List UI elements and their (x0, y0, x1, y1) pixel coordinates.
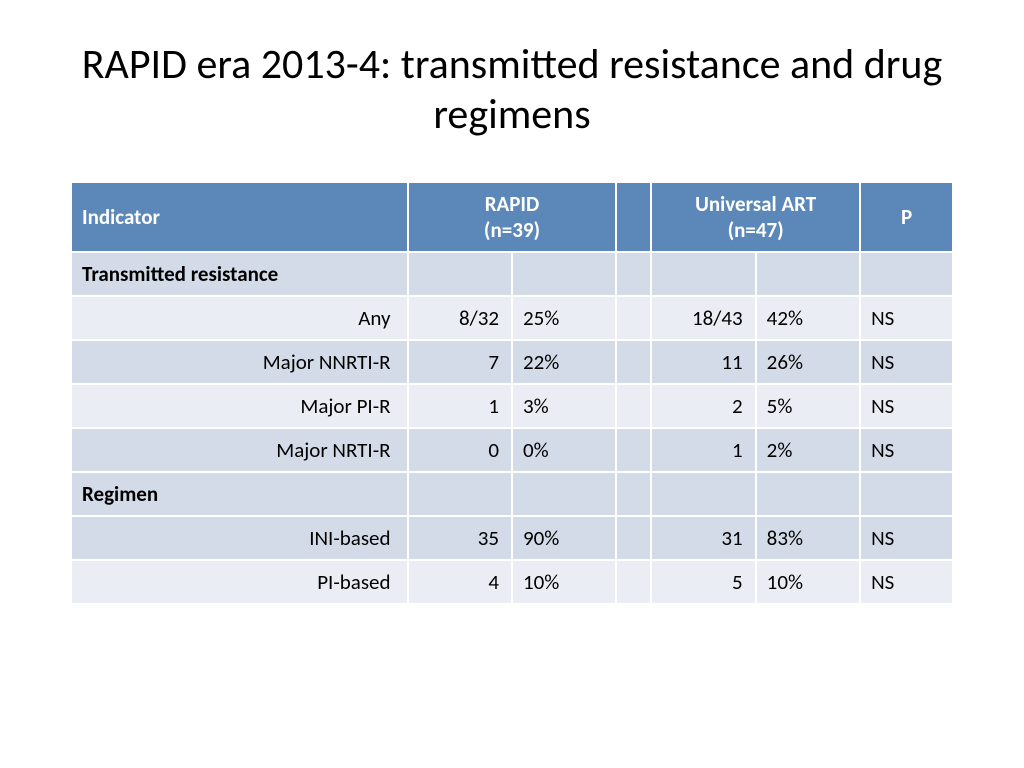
cell-uart-n: 18/43 (651, 296, 755, 340)
header-gap (616, 182, 651, 252)
slide-title: RAPID era 2013-4: transmitted resistance… (70, 40, 954, 141)
empty-cell (512, 472, 616, 516)
cell-uart-n: 31 (651, 516, 755, 560)
empty-cell (756, 472, 860, 516)
empty-cell (756, 252, 860, 296)
cell-indicator: INI-based (71, 516, 408, 560)
cell-p: NS (860, 384, 953, 428)
empty-cell (651, 252, 755, 296)
empty-cell (616, 252, 651, 296)
cell-p: NS (860, 428, 953, 472)
cell-gap (616, 516, 651, 560)
cell-p: NS (860, 516, 953, 560)
cell-uart-n: 5 (651, 560, 755, 604)
empty-cell (512, 252, 616, 296)
cell-uart-pct: 26% (756, 340, 860, 384)
header-rapid: RAPID (n=39) (408, 182, 617, 252)
cell-indicator: PI-based (71, 560, 408, 604)
header-p: P (860, 182, 953, 252)
empty-cell (860, 252, 953, 296)
table-row: Major PI-R13% 25%NS (71, 384, 953, 428)
cell-rapid-n: 7 (408, 340, 512, 384)
cell-gap (616, 296, 651, 340)
cell-uart-pct: 2% (756, 428, 860, 472)
cell-rapid-pct: 0% (512, 428, 616, 472)
cell-uart-pct: 5% (756, 384, 860, 428)
cell-rapid-pct: 90% (512, 516, 616, 560)
cell-rapid-n: 8/32 (408, 296, 512, 340)
cell-rapid-n: 1 (408, 384, 512, 428)
table-row: INI-based3590% 3183%NS (71, 516, 953, 560)
section-row: Regimen (71, 472, 953, 516)
cell-indicator: Any (71, 296, 408, 340)
cell-gap (616, 560, 651, 604)
cell-indicator: Major PI-R (71, 384, 408, 428)
table-row: Major NNRTI-R722% 1126%NS (71, 340, 953, 384)
empty-cell (408, 252, 512, 296)
empty-cell (408, 472, 512, 516)
section-row: Transmitted resistance (71, 252, 953, 296)
resistance-table: Indicator RAPID (n=39) Universal ART (n=… (70, 181, 954, 605)
table-row: PI-based410%510%NS (71, 560, 953, 604)
table-row: Major NRTI-R00% 12% NS (71, 428, 953, 472)
header-indicator: Indicator (71, 182, 408, 252)
header-uart: Universal ART (n=47) (651, 182, 860, 252)
cell-indicator: Major NRTI-R (71, 428, 408, 472)
cell-gap (616, 428, 651, 472)
cell-rapid-pct: 3% (512, 384, 616, 428)
cell-uart-pct: 42% (756, 296, 860, 340)
empty-cell (860, 472, 953, 516)
cell-uart-n: 11 (651, 340, 755, 384)
cell-rapid-n: 35 (408, 516, 512, 560)
empty-cell (651, 472, 755, 516)
cell-p: NS (860, 296, 953, 340)
cell-p: NS (860, 340, 953, 384)
table-row: Any8/3225% 18/4342%NS (71, 296, 953, 340)
cell-rapid-pct: 25% (512, 296, 616, 340)
table-header-row: Indicator RAPID (n=39) Universal ART (n=… (71, 182, 953, 252)
cell-gap (616, 384, 651, 428)
empty-cell (616, 472, 651, 516)
section-label: Regimen (71, 472, 408, 516)
cell-rapid-pct: 10% (512, 560, 616, 604)
cell-uart-pct: 83% (756, 516, 860, 560)
cell-uart-n: 2 (651, 384, 755, 428)
cell-p: NS (860, 560, 953, 604)
cell-rapid-n: 0 (408, 428, 512, 472)
cell-uart-n: 1 (651, 428, 755, 472)
cell-indicator: Major NNRTI-R (71, 340, 408, 384)
cell-rapid-n: 4 (408, 560, 512, 604)
cell-rapid-pct: 22% (512, 340, 616, 384)
section-label: Transmitted resistance (71, 252, 408, 296)
cell-uart-pct: 10% (756, 560, 860, 604)
cell-gap (616, 340, 651, 384)
